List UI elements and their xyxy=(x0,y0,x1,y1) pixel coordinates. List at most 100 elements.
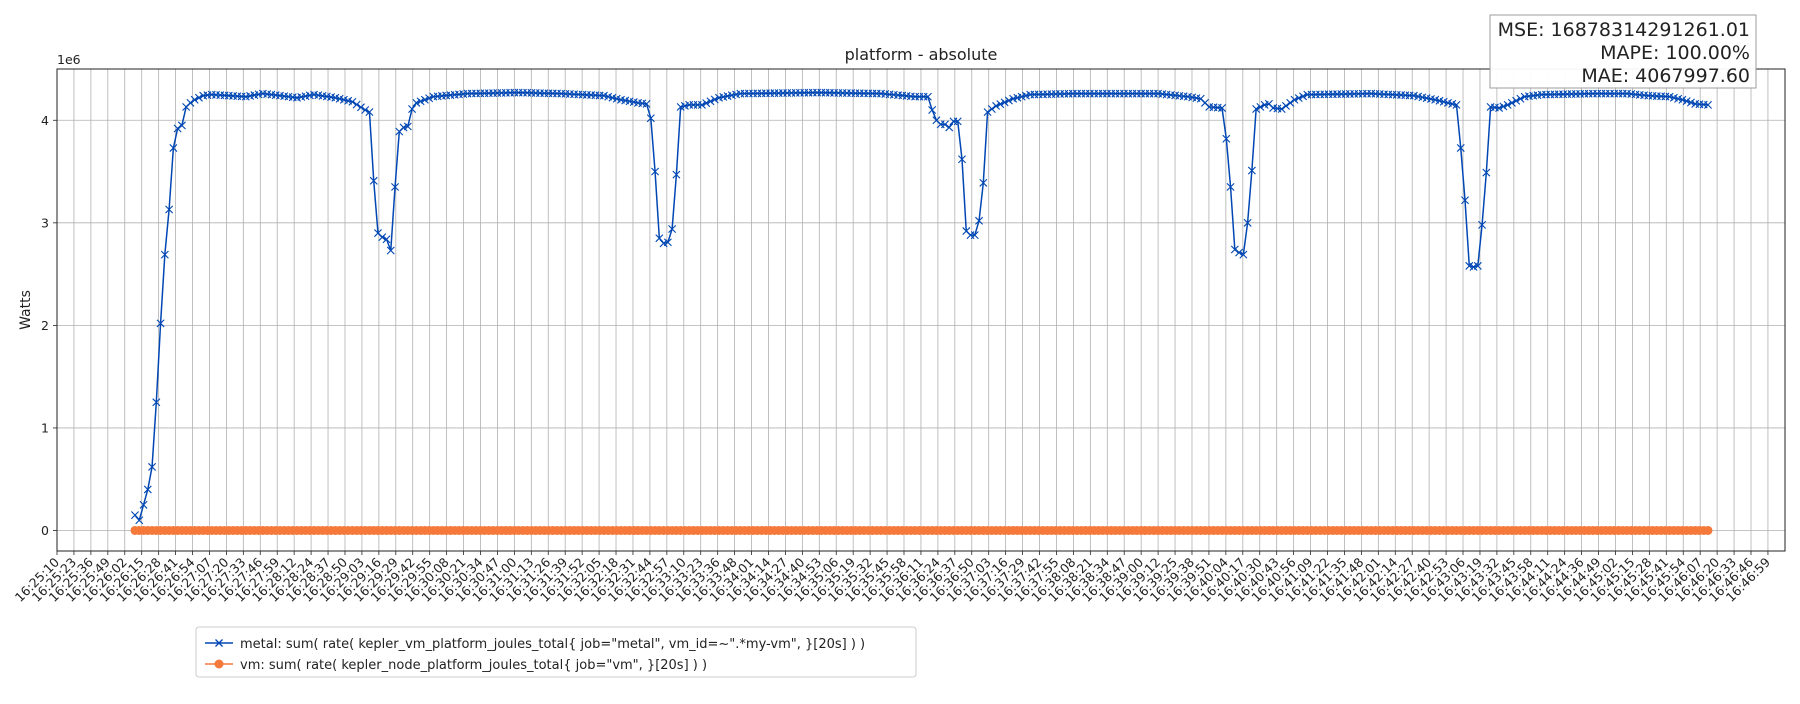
data-point xyxy=(1290,95,1299,104)
data-point xyxy=(177,121,186,130)
series-line xyxy=(134,91,1709,522)
data-point xyxy=(1256,102,1265,111)
data-point xyxy=(152,398,161,407)
data-point xyxy=(408,105,417,113)
data-point xyxy=(706,97,715,106)
data-point xyxy=(1222,134,1231,143)
data-point xyxy=(1703,525,1713,535)
legend-label-metal: metal: sum( rate( kepler_vm_platform_jou… xyxy=(240,637,865,652)
data-point xyxy=(702,99,711,108)
data-point xyxy=(412,98,421,107)
data-point xyxy=(378,233,387,242)
data-point xyxy=(361,106,370,115)
y-axis: 0 1 2 3 4 xyxy=(41,113,57,538)
chart-title: platform - absolute xyxy=(845,45,998,64)
data-point xyxy=(655,234,664,243)
data-point xyxy=(945,123,954,132)
y-tick-label: 3 xyxy=(41,215,49,230)
data-point xyxy=(940,120,949,129)
data-point xyxy=(642,99,651,108)
data-point xyxy=(369,176,378,185)
data-point xyxy=(1277,105,1286,113)
data-point xyxy=(1456,143,1465,152)
data-point xyxy=(953,117,962,126)
data-point xyxy=(1499,102,1508,111)
data-point xyxy=(1682,97,1691,106)
data-point xyxy=(1247,166,1256,175)
data-point xyxy=(672,170,681,179)
data-point xyxy=(987,105,996,113)
series-vm xyxy=(130,525,1713,535)
series-layer xyxy=(130,88,1713,535)
metrics-box: MSE: 16878314291261.01 MAPE: 100.00% MAE… xyxy=(1489,14,1757,89)
y-tick-label: 0 xyxy=(41,523,49,538)
legend-frame xyxy=(195,626,917,678)
legend-item-metal: metal: sum( rate( kepler_vm_platform_jou… xyxy=(205,637,865,652)
metrics-mae: MAE: 4067997.60 xyxy=(1581,65,1750,87)
data-point xyxy=(697,100,706,109)
data-point xyxy=(1482,168,1491,177)
data-point xyxy=(646,114,655,123)
data-point xyxy=(1294,94,1303,103)
data-point xyxy=(348,97,357,106)
x-axis: 16:25:1016:25:2316:25:3616:25:4916:26:02… xyxy=(12,551,1773,605)
data-point xyxy=(425,94,434,103)
data-point xyxy=(160,250,169,259)
data-point xyxy=(923,92,932,101)
data-point xyxy=(1004,96,1013,105)
data-point xyxy=(135,516,144,525)
data-point xyxy=(1507,98,1516,107)
legend: metal: sum( rate( kepler_vm_platform_jou… xyxy=(195,626,917,678)
legend-label-vm: vm: sum( rate( kepler_node_platform_joul… xyxy=(240,658,707,673)
data-point xyxy=(365,108,374,117)
data-point xyxy=(386,246,395,255)
data-point xyxy=(416,97,425,106)
data-point xyxy=(143,485,152,494)
series-metal xyxy=(131,88,1712,525)
data-point xyxy=(1478,220,1487,229)
data-point xyxy=(1516,94,1525,103)
data-point xyxy=(1299,92,1308,101)
data-point xyxy=(165,205,174,214)
data-point xyxy=(992,101,1001,110)
data-point xyxy=(1704,100,1712,109)
data-point xyxy=(1239,250,1248,259)
data-point xyxy=(1495,103,1504,112)
metrics-mse: MSE: 16878314291261.01 xyxy=(1498,19,1750,41)
data-point xyxy=(668,224,677,233)
data-point xyxy=(1678,95,1687,104)
data-point xyxy=(1452,100,1461,109)
legend-marker-x xyxy=(215,639,223,647)
data-point xyxy=(710,95,719,104)
data-point xyxy=(420,95,429,104)
y-tick-label: 1 xyxy=(41,420,49,435)
data-point xyxy=(651,167,660,176)
data-point xyxy=(996,100,1005,109)
legend-item-vm: vm: sum( rate( kepler_node_platform_joul… xyxy=(205,658,707,673)
data-point xyxy=(173,124,182,133)
data-point xyxy=(1000,98,1009,107)
data-point xyxy=(403,122,412,131)
data-point xyxy=(148,462,157,471)
data-point xyxy=(1226,182,1235,191)
data-point xyxy=(1243,218,1252,227)
data-point xyxy=(169,143,178,152)
data-point xyxy=(356,103,365,112)
data-point xyxy=(186,98,195,107)
data-point xyxy=(391,182,400,191)
data-point xyxy=(190,95,199,104)
data-point xyxy=(958,155,966,164)
y-axis-label: Watts xyxy=(18,290,34,330)
data-point xyxy=(979,178,988,187)
y-tick-label: 4 xyxy=(41,113,49,128)
data-point xyxy=(1235,248,1244,257)
data-point xyxy=(131,511,139,520)
data-point xyxy=(975,216,984,225)
data-point xyxy=(1473,261,1482,270)
data-point xyxy=(382,235,391,244)
grid-layer xyxy=(56,69,1785,551)
data-point xyxy=(156,319,165,328)
metrics-mape: MAPE: 100.00% xyxy=(1600,42,1750,64)
data-point xyxy=(139,500,148,509)
data-point xyxy=(1230,245,1239,254)
